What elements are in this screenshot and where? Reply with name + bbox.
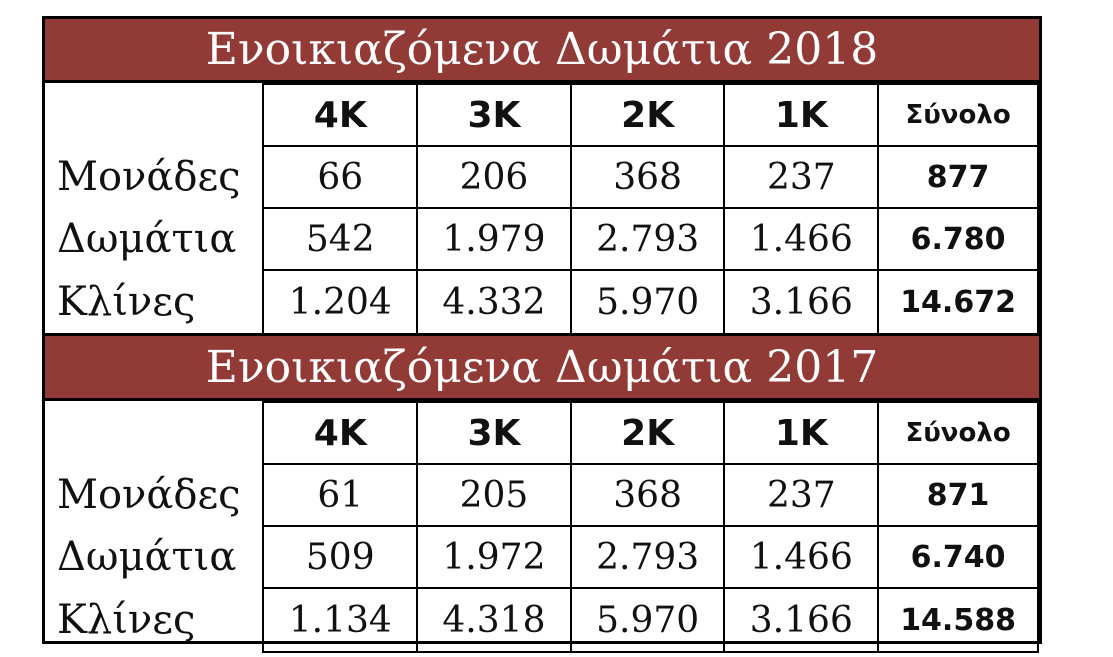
table-title-2017: Ενοικιαζόμενα Δωμάτια 2017 xyxy=(45,333,1039,401)
cell: 237 xyxy=(723,145,880,209)
header-1k: 1K xyxy=(723,83,880,147)
row-label-beds: Κλίνες xyxy=(57,279,196,325)
table-row: Κλίνες 1.204 4.332 5.970 3.166 14.672 xyxy=(45,269,1039,335)
header-total: Σύνολο xyxy=(877,401,1039,465)
cell: 4.318 xyxy=(416,587,572,653)
cell: 3.166 xyxy=(723,587,880,653)
total-cell: 14.672 xyxy=(877,269,1039,335)
cell: 4.332 xyxy=(416,269,572,335)
table-row: Δωμάτια 542 1.979 2.793 1.466 6.780 xyxy=(45,207,1039,271)
cell: 206 xyxy=(416,145,572,209)
cell: 1.466 xyxy=(723,525,880,589)
header-2k: 2K xyxy=(569,401,726,465)
cell: 1.972 xyxy=(416,525,572,589)
cell: 66 xyxy=(262,145,419,209)
rooms-tables-frame: Ενοικιαζόμενα Δωμάτια 2018 4K 3K 2K 1K Σ… xyxy=(42,16,1042,653)
total-cell: 877 xyxy=(877,145,1039,209)
cell: 5.970 xyxy=(569,587,726,653)
table-row: Μονάδες 66 206 368 237 877 xyxy=(45,145,1039,209)
row-label-beds: Κλίνες xyxy=(57,597,196,643)
corner-cell xyxy=(45,402,263,464)
cell: 61 xyxy=(262,463,419,527)
cell: 2.793 xyxy=(569,525,726,589)
row-label-rooms: Δωμάτια xyxy=(57,216,237,262)
header-total: Σύνολο xyxy=(877,83,1039,147)
cell: 237 xyxy=(723,463,880,527)
cell: 5.970 xyxy=(569,269,726,335)
row-label-rooms: Δωμάτια xyxy=(57,534,237,580)
row-label-units: Μονάδες xyxy=(57,154,241,200)
header-1k: 1K xyxy=(723,401,880,465)
cell: 1.979 xyxy=(416,207,572,271)
header-row: 4K 3K 2K 1K Σύνολο xyxy=(45,83,1039,147)
total-cell: 871 xyxy=(877,463,1039,527)
total-cell: 6.780 xyxy=(877,207,1039,271)
rooms-table-2018: 4K 3K 2K 1K Σύνολο Μονάδες 66 206 368 23… xyxy=(45,83,1039,335)
header-4k: 4K xyxy=(262,83,419,147)
table-row: Δωμάτια 509 1.972 2.793 1.466 6.740 xyxy=(45,525,1039,589)
header-2k: 2K xyxy=(569,83,726,147)
cell: 1.466 xyxy=(723,207,880,271)
table-row: Κλίνες 1.134 4.318 5.970 3.166 14.588 xyxy=(45,587,1039,653)
header-3k: 3K xyxy=(416,83,572,147)
cell: 1.134 xyxy=(262,587,419,653)
header-row: 4K 3K 2K 1K Σύνολο xyxy=(45,401,1039,465)
cell: 3.166 xyxy=(723,269,880,335)
corner-cell xyxy=(45,84,263,146)
cell: 205 xyxy=(416,463,572,527)
header-4k: 4K xyxy=(262,401,419,465)
header-3k: 3K xyxy=(416,401,572,465)
cell: 509 xyxy=(262,525,419,589)
total-cell: 6.740 xyxy=(877,525,1039,589)
cell: 2.793 xyxy=(569,207,726,271)
cell: 542 xyxy=(262,207,419,271)
table-title-2018: Ενοικιαζόμενα Δωμάτια 2018 xyxy=(45,19,1039,83)
cell: 368 xyxy=(569,145,726,209)
cell: 368 xyxy=(569,463,726,527)
total-cell: 14.588 xyxy=(877,587,1039,653)
table-row: Μονάδες 61 205 368 237 871 xyxy=(45,463,1039,527)
rooms-table-2017: 4K 3K 2K 1K Σύνολο Μονάδες 61 205 368 23… xyxy=(45,401,1039,653)
row-label-units: Μονάδες xyxy=(57,472,241,518)
cell: 1.204 xyxy=(262,269,419,335)
